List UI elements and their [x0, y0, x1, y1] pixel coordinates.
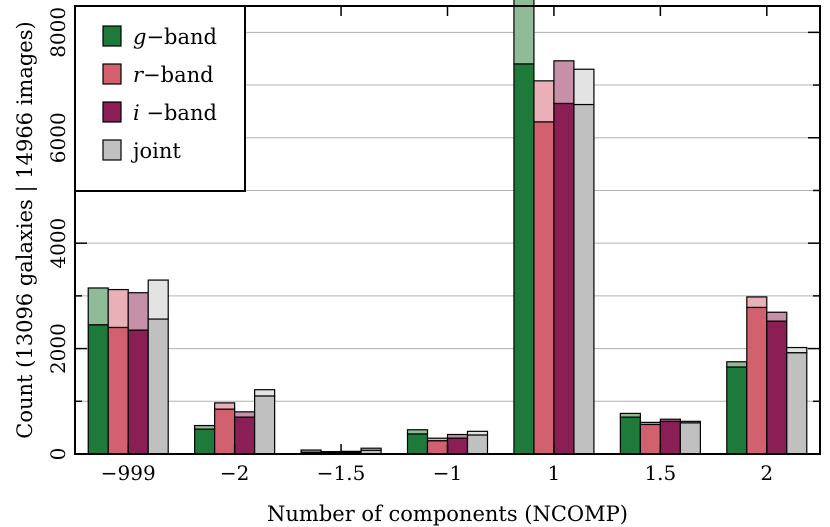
bar-upper-segment: [234, 411, 256, 418]
bar-upper-segment: [786, 346, 808, 354]
bar-upper-segment: [406, 429, 429, 435]
bar-upper-segment: [766, 311, 788, 322]
legend: g−band r−band i −band joint: [74, 5, 246, 192]
bar-upper-segment: [107, 288, 129, 329]
bar: [639, 423, 661, 455]
bar: [234, 416, 256, 455]
bar-upper-segment: [214, 402, 236, 410]
y-tick-label: 4000: [46, 218, 70, 269]
legend-swatch: [102, 101, 122, 123]
bar: [466, 434, 489, 455]
bar: [766, 320, 788, 455]
legend-label: r−band: [133, 63, 214, 87]
y-axis-label: Count (13096 galaxies | 14966 images): [13, 21, 38, 438]
x-tick-label: −999: [101, 461, 156, 485]
x-tick-label: 2: [760, 461, 773, 485]
bar: [786, 352, 808, 455]
y-tick-label: 0: [46, 448, 70, 461]
bar: [659, 420, 681, 455]
bar-upper-segment: [746, 296, 768, 309]
bar-upper-segment: [573, 68, 595, 106]
bars: [87, 0, 808, 455]
bar: [406, 433, 429, 455]
bar: [746, 306, 768, 455]
bar: [726, 366, 748, 455]
legend-swatch: [102, 139, 122, 161]
legend-label: g−band: [133, 25, 217, 49]
bar: [513, 63, 535, 455]
y-tick-label: 6000: [46, 112, 70, 163]
legend-swatch: [102, 25, 122, 47]
bar: [533, 121, 555, 455]
bar: [107, 326, 129, 455]
bar: [147, 318, 169, 455]
bar-upper-segment: [147, 279, 169, 320]
bar: [446, 437, 469, 455]
x-ticks: −999 −2 −1.5 −1 1 1.5 2: [101, 6, 773, 485]
x-tick-label: 1: [548, 461, 561, 485]
x-tick-label: 1.5: [644, 461, 676, 485]
bar: [426, 440, 449, 455]
x-tick-label: −2: [220, 461, 249, 485]
y-ticks: 0 2000 4000 6000 8000: [46, 7, 820, 460]
y-tick-label: 2000: [46, 323, 70, 374]
bar: [194, 428, 216, 455]
bar-upper-segment: [553, 60, 575, 105]
bar: [87, 324, 109, 455]
bar-upper-segment: [726, 361, 748, 368]
x-tick-label: −1.5: [317, 461, 366, 485]
bar-upper-segment: [533, 80, 555, 123]
legend-label: joint: [130, 139, 181, 163]
x-axis-label: Number of components (NCOMP): [267, 502, 628, 526]
bar: [619, 416, 641, 455]
bar: [553, 102, 575, 455]
bar-upper-segment: [127, 292, 149, 331]
x-tick-label: −1: [433, 461, 462, 485]
bar: [679, 422, 701, 455]
bar: [127, 329, 149, 455]
legend-swatch: [102, 63, 122, 85]
bar: [214, 408, 236, 455]
bar-upper-segment: [513, 0, 535, 65]
bar-upper-segment: [87, 287, 109, 326]
bar: [254, 395, 276, 455]
legend-label: i −band: [133, 101, 217, 125]
bar-upper-segment: [254, 389, 276, 397]
y-tick-label: 8000: [46, 7, 70, 58]
bar: [573, 103, 595, 455]
